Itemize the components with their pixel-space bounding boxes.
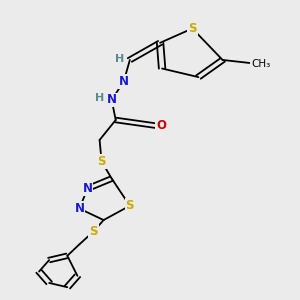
- Text: S: S: [188, 22, 196, 35]
- Text: N: N: [82, 182, 92, 195]
- Text: S: S: [97, 155, 106, 168]
- Text: O: O: [156, 119, 166, 132]
- Text: S: S: [89, 225, 98, 238]
- Text: CH₃: CH₃: [251, 59, 271, 69]
- Text: S: S: [126, 199, 134, 212]
- Text: N: N: [74, 202, 84, 215]
- Text: N: N: [119, 75, 129, 88]
- Text: H: H: [95, 93, 104, 103]
- Text: N: N: [107, 94, 117, 106]
- Text: H: H: [115, 53, 124, 64]
